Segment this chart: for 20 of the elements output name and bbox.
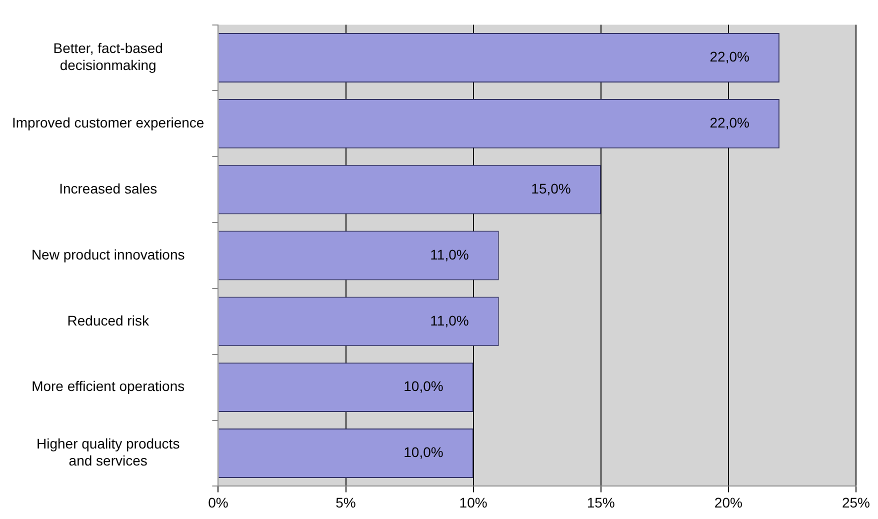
y-tick-label: More efficient operations <box>32 378 185 394</box>
y-tick-label: Improved customer experience <box>12 114 204 131</box>
data-label: 10,0% <box>404 378 444 394</box>
y-tick-label: Reduced risk <box>67 312 150 328</box>
x-tick-label: 0% <box>208 494 228 510</box>
data-label: 11,0% <box>430 246 469 262</box>
y-tick-label: New product innovations <box>31 246 185 262</box>
data-label: 10,0% <box>404 444 444 460</box>
x-tick-label: 5% <box>336 494 356 510</box>
y-tick-label: Increased sales <box>59 180 158 196</box>
y-tick-label: Higher quality products and services <box>36 436 180 468</box>
x-tick-label: 25% <box>842 494 870 510</box>
x-tick-label: 15% <box>586 494 615 510</box>
x-tick-label: 20% <box>714 494 742 510</box>
data-label: 15,0% <box>531 180 571 196</box>
data-label: 22,0% <box>710 114 750 131</box>
data-label: 11,0% <box>430 312 469 328</box>
data-label: 22,0% <box>710 48 750 65</box>
y-tick-label: Better, fact-based decisionmaking <box>53 40 163 74</box>
x-tick-label: 10% <box>459 494 488 510</box>
